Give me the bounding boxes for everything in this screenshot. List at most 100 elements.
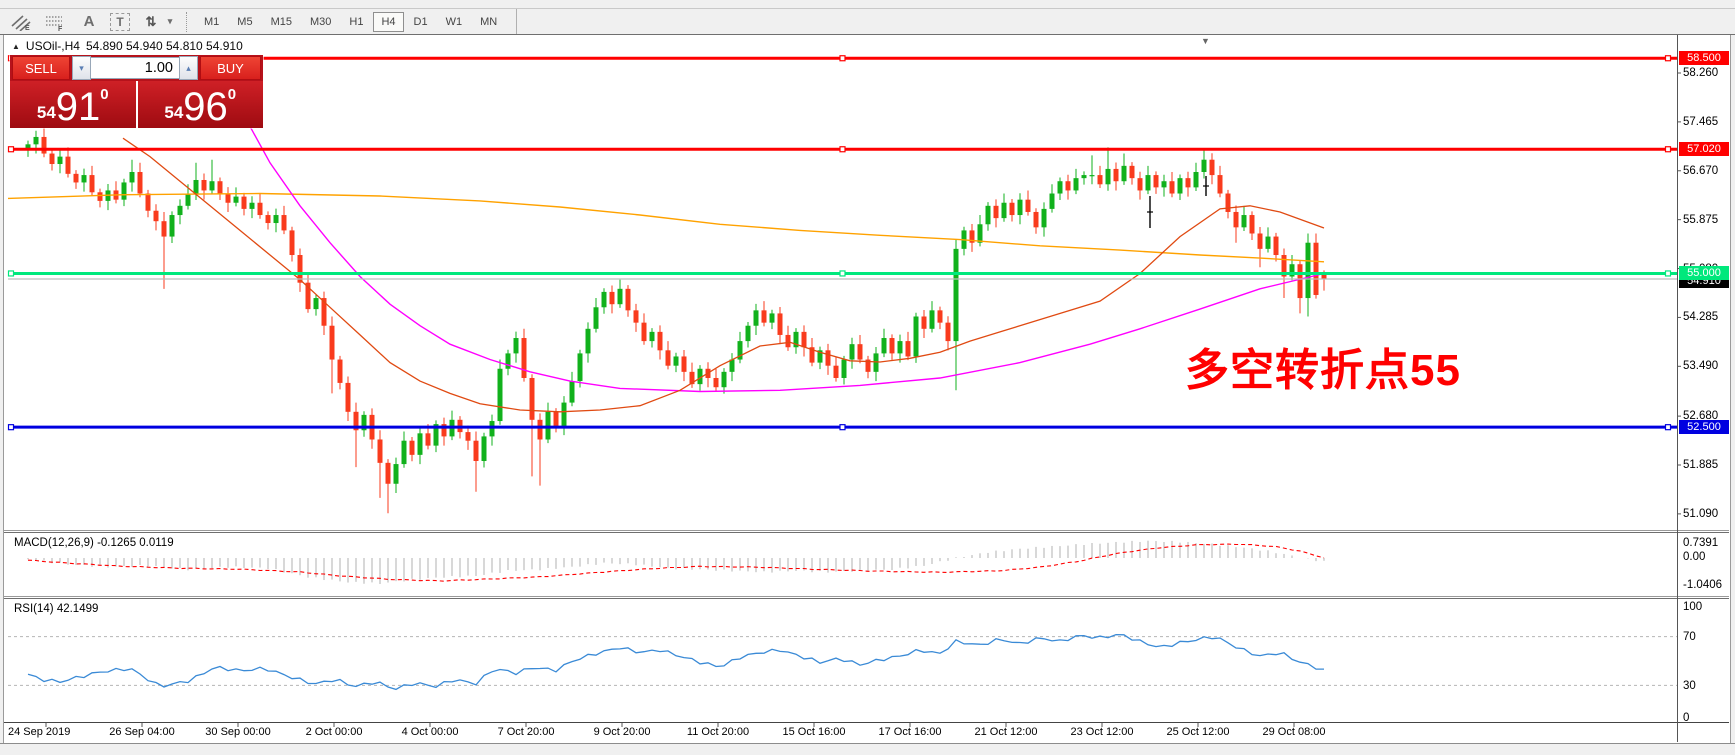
candle-body: [561, 402, 567, 426]
fibonacci-channel-icon[interactable]: F: [42, 12, 68, 32]
candle-body: [1001, 202, 1007, 219]
candle-body: [777, 313, 783, 335]
candle-body: [329, 325, 335, 360]
date-tick-label: 30 Sep 00:00: [205, 726, 271, 738]
timeframe-button-m5[interactable]: M5: [237, 15, 253, 28]
candle-body: [313, 298, 319, 310]
macd-axis-label: -1.0406: [1683, 579, 1723, 591]
candle-body: [593, 307, 599, 329]
text-label-icon[interactable]: A: [83, 13, 95, 30]
candle-body: [993, 205, 999, 219]
chart-background[interactable]: [0, 35, 1735, 742]
volume-decrease-button[interactable]: ▾: [72, 56, 91, 80]
candle-body: [169, 215, 175, 237]
timeframe-button-m30[interactable]: M30: [309, 15, 332, 28]
ask-integer: 54: [164, 103, 184, 122]
macd-axis-label: 0.7391: [1683, 537, 1719, 549]
candle-body: [1049, 193, 1055, 209]
volume-increase-button[interactable]: ▴: [179, 56, 198, 80]
rsi-label: RSI(14) 42.1499: [14, 603, 99, 615]
date-tick-label: 15 Oct 16:00: [782, 726, 846, 738]
candle-body: [665, 350, 671, 366]
macd-label: MACD(12,26,9) -0.1265 0.0119: [14, 537, 174, 549]
candle-body: [1017, 199, 1023, 216]
candle-body: [145, 193, 151, 211]
candle-body: [225, 193, 231, 203]
timeframe-button-m15[interactable]: M15: [270, 15, 292, 28]
candle-body: [577, 353, 583, 382]
volume-input[interactable]: 1.00: [91, 57, 179, 79]
candle-body: [1121, 165, 1127, 182]
date-tick-label: 25 Oct 12:00: [1166, 726, 1230, 738]
window-right-edge: [1730, 35, 1735, 755]
candle-body: [153, 210, 159, 222]
candle-body: [825, 350, 831, 366]
candle-body: [857, 344, 863, 360]
candle-body: [65, 156, 71, 174]
collapse-triangle-icon[interactable]: ▲: [12, 41, 20, 51]
arrows-tool-icon[interactable]: ⇅: [145, 13, 157, 29]
timeframe-button-h4[interactable]: H4: [373, 11, 404, 32]
chart-shift-marker-icon[interactable]: ▼: [1201, 36, 1210, 46]
candle-body: [393, 464, 399, 484]
timeframe-button-d1[interactable]: D1: [413, 15, 428, 28]
timeframe-bar: M1 M5 M15 M30 H1 H4 D1 W1 MN: [195, 11, 506, 32]
candle-body: [537, 419, 543, 440]
candle-body: [809, 347, 815, 363]
buy-button[interactable]: BUY: [200, 56, 261, 80]
candle-body: [1273, 236, 1279, 256]
macd-axis-label: 0.00: [1683, 551, 1706, 563]
ma-magenta: [247, 122, 1325, 393]
candle-body: [345, 382, 351, 412]
arrows-dropdown-caret[interactable]: ▾: [167, 16, 173, 26]
line-handle: [839, 146, 846, 153]
candle-body: [361, 414, 367, 431]
ask-price[interactable]: 54 96 0: [137, 81, 263, 128]
svg-text:E: E: [25, 25, 30, 31]
window-top-strip: [0, 0, 1735, 9]
candle-body: [1289, 264, 1295, 277]
candle-body: [89, 175, 95, 193]
date-tick-label: 24 Sep 2019: [8, 726, 71, 738]
candle-body: [441, 424, 447, 437]
line-handle: [1664, 55, 1672, 62]
candle-body: [937, 310, 943, 323]
candle-body: [305, 282, 311, 310]
candle-body: [625, 288, 631, 311]
timeframe-button-m1[interactable]: M1: [204, 15, 220, 28]
price-line-label: 55.000: [1679, 266, 1729, 281]
chart-annotation-text[interactable]: 多空转折点55: [1185, 346, 1461, 395]
date-tick-label: 26 Sep 04:00: [109, 726, 175, 738]
candle-body: [1313, 242, 1319, 295]
window-left-edge: [0, 35, 4, 755]
timeframe-button-w1[interactable]: W1: [445, 15, 463, 28]
candle-body: [953, 248, 959, 342]
timeframe-button-h1[interactable]: H1: [349, 15, 364, 28]
candle-body: [1297, 264, 1303, 299]
bid-price[interactable]: 54 91 0: [10, 81, 136, 128]
symbol-name: USOil-,H4: [25, 39, 80, 53]
text-box-icon[interactable]: T: [110, 12, 130, 31]
timeframe-button-mn[interactable]: MN: [480, 15, 498, 28]
candle-body: [985, 205, 991, 225]
candle-body: [49, 153, 55, 165]
equidistant-channel-icon[interactable]: E: [8, 12, 34, 32]
candle-body: [737, 341, 743, 360]
candle-body: [873, 353, 879, 372]
date-tick-label: 23 Oct 12:00: [1070, 726, 1134, 738]
candle-body: [721, 371, 727, 388]
candle-body: [177, 205, 183, 216]
toolbar-separator: [186, 11, 188, 32]
candle-body: [137, 171, 143, 194]
candle-body: [769, 313, 775, 323]
candle-body: [753, 310, 759, 326]
candle-body: [729, 359, 735, 372]
candle-body: [289, 230, 295, 256]
rsi-axis-label: 0: [1683, 712, 1690, 724]
candle-body: [57, 156, 63, 165]
candle-body: [945, 322, 951, 342]
candle-body: [1113, 168, 1119, 182]
candle-body: [409, 440, 415, 455]
sell-button[interactable]: SELL: [12, 56, 70, 80]
